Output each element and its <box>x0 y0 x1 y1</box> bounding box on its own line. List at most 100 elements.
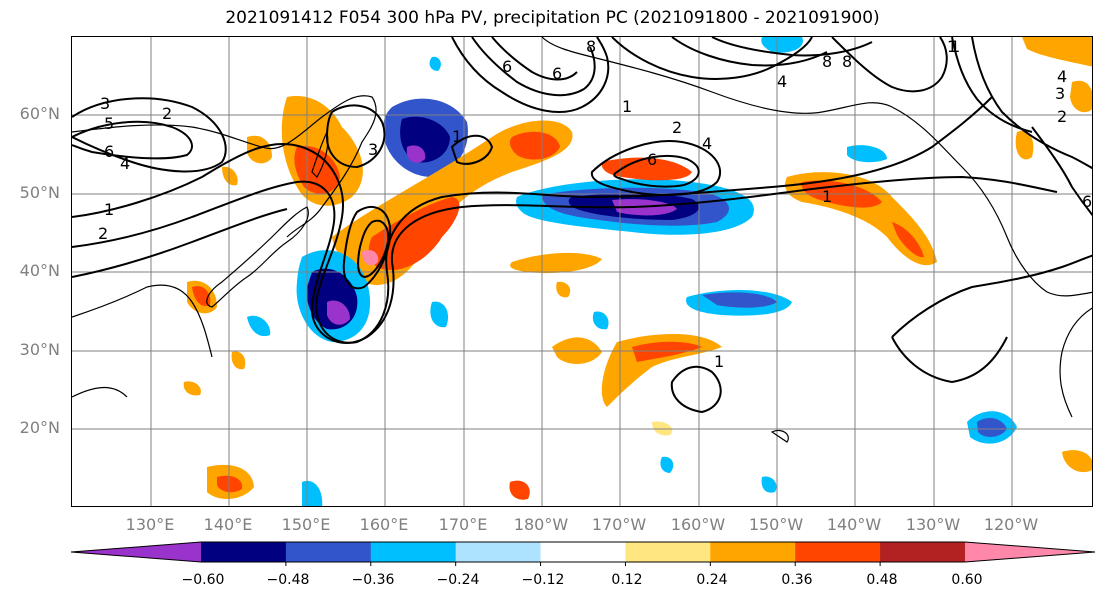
colorbar-tick-label: −0.12 <box>521 572 565 588</box>
contour-label: 4 <box>1057 67 1067 86</box>
shade-blob <box>247 315 271 337</box>
shade-blob <box>510 252 602 274</box>
colorbar-tick-label: 0.24 <box>696 572 728 588</box>
colorbar-tick-label: 0.36 <box>781 572 813 588</box>
colorbar-segment <box>710 542 796 562</box>
lon-label: 120°W <box>983 515 1039 534</box>
pv-contours <box>72 37 1092 414</box>
shade-blob <box>192 286 211 307</box>
colorbar-segment <box>370 542 457 562</box>
contour-label: 5 <box>104 114 114 133</box>
colorbar-tick-label: −0.60 <box>181 572 225 588</box>
contour-label: 1 <box>947 37 957 56</box>
shade-blob <box>327 300 350 325</box>
shade-blob <box>406 145 426 163</box>
shade-blob <box>368 197 460 271</box>
shade-blob <box>601 333 722 407</box>
lat-label: 60°N <box>19 104 60 123</box>
contour-label: 1 <box>714 352 724 371</box>
colorbar-tick-label: −0.48 <box>266 572 310 588</box>
contour-label: 4 <box>777 72 787 91</box>
shade-blob <box>222 166 238 186</box>
contour-label: 1 <box>104 200 114 219</box>
lon-label: 150°W <box>748 515 804 534</box>
contour-label: 2 <box>162 104 172 123</box>
map-panel: 3 5 6 4 1 2 2 3 6 8 6 8 1 2 4 6 8 1 1 4 … <box>71 36 1093 507</box>
lon-label: 140°W <box>826 515 882 534</box>
shade-blob <box>556 281 571 298</box>
contour-label: 1 <box>622 97 632 116</box>
lon-label: 140°E <box>203 515 253 534</box>
contour-label: 3 <box>1055 84 1065 103</box>
shade-blob <box>1062 450 1092 473</box>
shade-blob <box>761 476 777 493</box>
contour-label: 8 <box>842 52 852 71</box>
colorbar-tick-label: 0.48 <box>866 572 898 588</box>
shade-blob <box>632 341 702 362</box>
lat-label: 20°N <box>19 418 60 437</box>
contour-label: 6 <box>647 150 657 169</box>
contour-label: 8 <box>822 52 832 71</box>
contour-label: 6 <box>552 64 562 83</box>
lat-label: 30°N <box>19 340 60 359</box>
contour-label: 1 <box>822 187 832 206</box>
shade-blob <box>977 417 1007 437</box>
colorbar-segment <box>880 542 966 562</box>
lon-label: 150°E <box>281 515 331 534</box>
contour-label: 6 <box>1082 192 1092 211</box>
shade-blob <box>430 301 449 328</box>
contour-labels: 3 5 6 4 1 2 2 3 6 8 6 8 1 2 4 6 8 1 1 4 … <box>98 37 1092 371</box>
shade-blob <box>509 131 560 160</box>
shade-blob <box>302 480 323 506</box>
colorbar <box>70 541 1096 566</box>
lon-label: 170°W <box>591 515 647 534</box>
shade-blob <box>217 475 243 493</box>
shade-blob <box>660 456 674 473</box>
shade-blob <box>892 222 924 258</box>
colorbar-extend-low <box>71 542 201 562</box>
shade-blob <box>761 37 803 53</box>
shade-blob <box>601 157 692 181</box>
shade-blob <box>1015 130 1034 160</box>
colorbar-outline <box>70 541 1096 563</box>
shade-blob <box>592 311 609 330</box>
lon-label: 180°W <box>513 515 569 534</box>
shade-blob <box>183 381 201 396</box>
shade-blob <box>652 421 673 436</box>
contour-label: 6 <box>104 142 114 161</box>
contour-label: 2 <box>672 118 682 137</box>
gridlines <box>72 37 1092 506</box>
contour-label: 2 <box>98 224 108 243</box>
lat-label: 40°N <box>19 261 60 280</box>
contour-label: 1 <box>452 127 462 146</box>
chart-title: 2021091412 F054 300 hPa PV, precipitatio… <box>225 8 880 28</box>
contour-label: 4 <box>120 154 130 173</box>
colorbar-segment <box>201 542 287 562</box>
shade-blob <box>702 292 777 308</box>
colorbar-segment <box>285 542 372 562</box>
shade-blob <box>362 250 379 266</box>
contour-label: 3 <box>368 140 378 159</box>
shade-blob <box>429 56 441 71</box>
shade-blob <box>231 351 246 370</box>
shading-layer <box>183 37 1092 506</box>
shade-blob <box>847 145 887 163</box>
colorbar-tick-label: 0.60 <box>951 572 983 588</box>
lon-label: 160°W <box>670 515 726 534</box>
lon-label: 130°E <box>125 515 175 534</box>
colorbar-segment <box>795 542 881 562</box>
contour-label: 3 <box>100 94 110 113</box>
colorbar-tick-label: −0.24 <box>436 572 480 588</box>
colorbar-tick-label: 0.12 <box>611 572 643 588</box>
contour-label: 1 <box>950 37 960 56</box>
lat-label: 50°N <box>19 183 60 202</box>
colorbar-segment <box>455 542 542 562</box>
colorbar-extend-high <box>965 542 1095 562</box>
contour-label: 4 <box>702 134 712 153</box>
colorbar-segment <box>625 542 711 562</box>
coastlines <box>72 37 1092 443</box>
shade-blob <box>247 135 272 164</box>
shade-blob <box>1070 80 1092 113</box>
map-canvas: 3 5 6 4 1 2 2 3 6 8 6 8 1 2 4 6 8 1 1 4 … <box>72 37 1092 506</box>
shade-blob <box>509 480 530 500</box>
